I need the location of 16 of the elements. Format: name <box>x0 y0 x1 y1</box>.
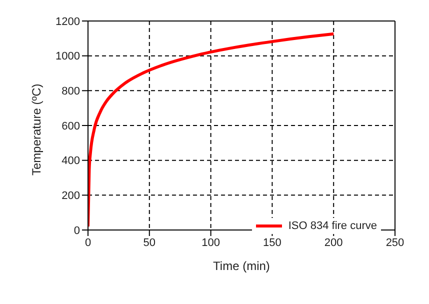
x-tick-label: 250 <box>386 236 404 249</box>
x-axis-title: Time (min) <box>213 259 270 273</box>
y-tick-label: 1200 <box>56 16 80 28</box>
x-tick-label: 50 <box>143 236 156 249</box>
y-tick-label: 0 <box>74 224 80 237</box>
legend-label: ISO 834 fire curve <box>288 220 377 232</box>
y-tick-label: 600 <box>62 120 80 132</box>
x-tick-label: 100 <box>202 236 220 249</box>
y-tick-label: 200 <box>62 190 80 202</box>
x-tick-label: 200 <box>324 236 343 249</box>
y-tick-label: 400 <box>62 155 80 168</box>
x-tick-label: 0 <box>84 236 92 249</box>
x-tick-label: 150 <box>263 236 282 249</box>
y-tick-label: 800 <box>62 86 80 98</box>
y-tick-label: 1000 <box>56 50 80 63</box>
y-axis-title: Temperature (ºC) <box>29 84 44 176</box>
